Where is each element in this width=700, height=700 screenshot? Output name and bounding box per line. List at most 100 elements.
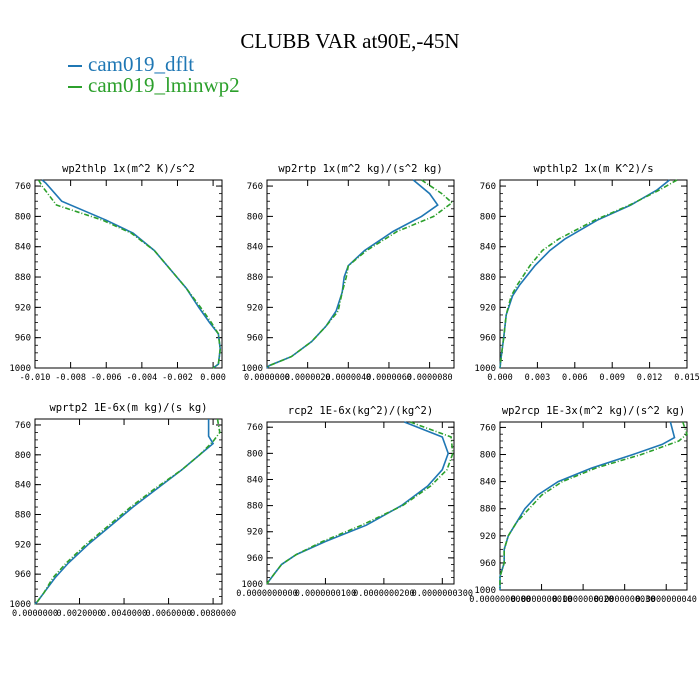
legend-swatch-1 [68, 65, 82, 68]
x-tick-label: 0.015 [674, 373, 700, 383]
series-line-cam019_lminwp2 [266, 179, 454, 369]
y-tick-label: 1000 [9, 364, 31, 374]
y-tick-label: 920 [480, 532, 496, 542]
y-tick-label: 960 [247, 334, 263, 344]
y-tick-label: 1000 [241, 580, 263, 590]
y-tick-label: 760 [247, 182, 263, 192]
series-line-cam019_dflt [499, 179, 670, 369]
legend-swatch-2 [68, 86, 82, 89]
x-tick-label: 0.0000040 [325, 373, 371, 383]
y-tick-label: 880 [247, 502, 263, 512]
y-tick-label: 760 [480, 423, 496, 433]
x-tick-label: 0.0000000010 [511, 595, 572, 605]
x-tick-label: 0.0000000200 [353, 589, 414, 599]
y-tick-label: 1000 [474, 586, 496, 596]
x-tick-label: 0.0060000 [146, 609, 192, 619]
y-tick-label: 1000 [474, 364, 496, 374]
y-tick-label: 880 [480, 505, 496, 515]
y-tick-label: 840 [15, 481, 31, 491]
y-tick-label: 760 [15, 421, 31, 431]
y-tick-label: 880 [247, 273, 263, 283]
series-line-cam019_lminwp2 [37, 179, 222, 369]
chart-title: rcp2 1E-6x(kg^2)/(kg^2) [288, 405, 433, 417]
chart-panel-6: wp2rcp 1E-3x(m^2 kg)/(s^2 kg) 760 800 840 88… [469, 405, 697, 605]
legend-label-1: cam019_dflt [88, 52, 195, 76]
y-tick-label: 960 [15, 570, 31, 580]
x-tick-label: 0.0040000 [101, 609, 147, 619]
y-tick-label: 880 [480, 273, 496, 283]
y-tick-label: 920 [247, 303, 263, 313]
y-tick-label: 920 [15, 540, 31, 550]
x-tick-label: 0.003 [525, 373, 551, 383]
x-tick-label: -0.004 [126, 373, 157, 383]
y-tick-label: 960 [15, 334, 31, 344]
y-tick-label: 840 [480, 478, 496, 488]
y-tick-label: 920 [15, 303, 31, 313]
legend-label-2: cam019_lminwp2 [88, 73, 240, 97]
figure-title: CLUBB VAR at90E,-45N [240, 29, 460, 53]
plot-frame [266, 421, 455, 585]
y-tick-label: 920 [247, 528, 263, 538]
x-tick-label: 0.0020000 [56, 609, 102, 619]
series-line-cam019_dflt [266, 421, 450, 585]
series-line-cam019_dflt [41, 179, 222, 369]
y-tick-label: 960 [480, 559, 496, 569]
plot-frame [499, 421, 688, 591]
series-line-cam019_dflt [266, 179, 439, 369]
series-line-cam019_lminwp2 [266, 421, 454, 585]
x-tick-label: 0.0000000100 [295, 589, 356, 599]
x-tick-label: 0.0000000 [244, 373, 290, 383]
x-tick-label: 0.0000020 [285, 373, 331, 383]
chart-panel-5: rcp2 1E-6x(kg^2)/(kg^2) 760 800 840 880 920 96… [236, 405, 473, 599]
y-tick-label: 960 [480, 334, 496, 344]
series-line-cam019_lminwp2 [34, 418, 221, 605]
chart-panel-4: wprtp2 1E-6x(m kg)/(s kg) 760 800 840 880 920… [9, 402, 236, 619]
x-tick-label: -0.010 [20, 373, 51, 383]
series-line-cam019_dflt [499, 421, 676, 590]
y-tick-label: 800 [480, 212, 496, 222]
y-tick-label: 800 [480, 451, 496, 461]
y-tick-label: 760 [480, 182, 496, 192]
y-tick-label: 800 [15, 451, 31, 461]
y-tick-label: 920 [480, 303, 496, 313]
y-tick-label: 840 [247, 475, 263, 485]
legend-entry-2: cam019_lminwp2 [68, 73, 240, 98]
x-tick-label: -0.006 [91, 373, 122, 383]
chart-title: wpthlp2 1x(m K^2)/s [533, 163, 653, 175]
x-tick-label: 0.000 [200, 373, 226, 383]
y-tick-label: 880 [15, 273, 31, 283]
plot-frame [499, 179, 688, 369]
x-tick-label: -0.008 [55, 373, 86, 383]
y-tick-label: 840 [480, 243, 496, 253]
plot-frame [266, 179, 455, 369]
y-tick-label: 840 [247, 243, 263, 253]
y-tick-label: 840 [15, 243, 31, 253]
y-tick-label: 760 [247, 423, 263, 433]
chart-title: wp2rtp 1x(m^2 kg)/(s^2 kg) [278, 163, 442, 175]
legend-entry-1: cam019_dflt [68, 52, 194, 77]
chart-title: wp2thlp 1x(m^2 K)/s^2 [62, 163, 195, 175]
series-line-cam019_lminwp2 [499, 421, 688, 590]
plot-frame [34, 418, 223, 605]
x-tick-label: 0.0080000 [190, 609, 236, 619]
x-tick-label: 0.0000000 [12, 609, 58, 619]
series-line-cam019_lminwp2 [499, 179, 678, 369]
x-tick-label: 0.0000060 [366, 373, 412, 383]
y-tick-label: 760 [15, 182, 31, 192]
chart-panel-2: wp2rtp 1x(m^2 kg)/(s^2 kg) 760 800 840 880 92… [241, 163, 455, 383]
series-line-cam019_dflt [34, 419, 215, 605]
x-tick-label: 0.006 [562, 373, 588, 383]
x-tick-label: 0.000 [487, 373, 513, 383]
y-tick-label: 880 [15, 510, 31, 520]
x-tick-label: 0.0000000030 [594, 595, 655, 605]
x-tick-label: -0.002 [162, 373, 193, 383]
chart-panel-1: wp2thlp 1x(m^2 K)/s^2 760 800 840 880 920 960 1… [9, 163, 226, 383]
chart-panel-3: wpthlp2 1x(m K^2)/s 760 800 840 880 920 960 100… [474, 163, 699, 383]
x-tick-label: 0.0000000000 [236, 589, 297, 599]
chart-title: wp2rcp 1E-3x(m^2 kg)/(s^2 kg) [502, 405, 685, 417]
x-tick-label: 0.012 [637, 373, 663, 383]
x-tick-label: 0.0000000300 [412, 589, 473, 599]
x-tick-label: 0.009 [599, 373, 625, 383]
